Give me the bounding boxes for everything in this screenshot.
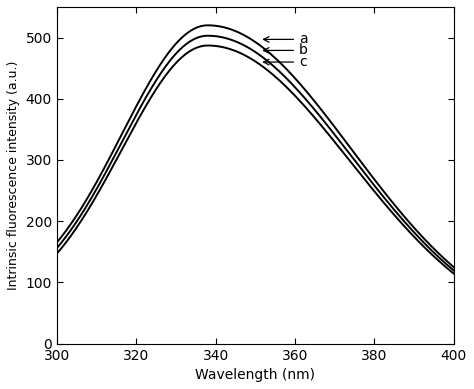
Text: b: b — [264, 44, 308, 58]
X-axis label: Wavelength (nm): Wavelength (nm) — [195, 368, 315, 382]
Text: c: c — [264, 55, 307, 69]
Y-axis label: Intrinsic fluorescence intensity (a.u.): Intrinsic fluorescence intensity (a.u.) — [7, 61, 20, 290]
Text: a: a — [264, 32, 308, 46]
